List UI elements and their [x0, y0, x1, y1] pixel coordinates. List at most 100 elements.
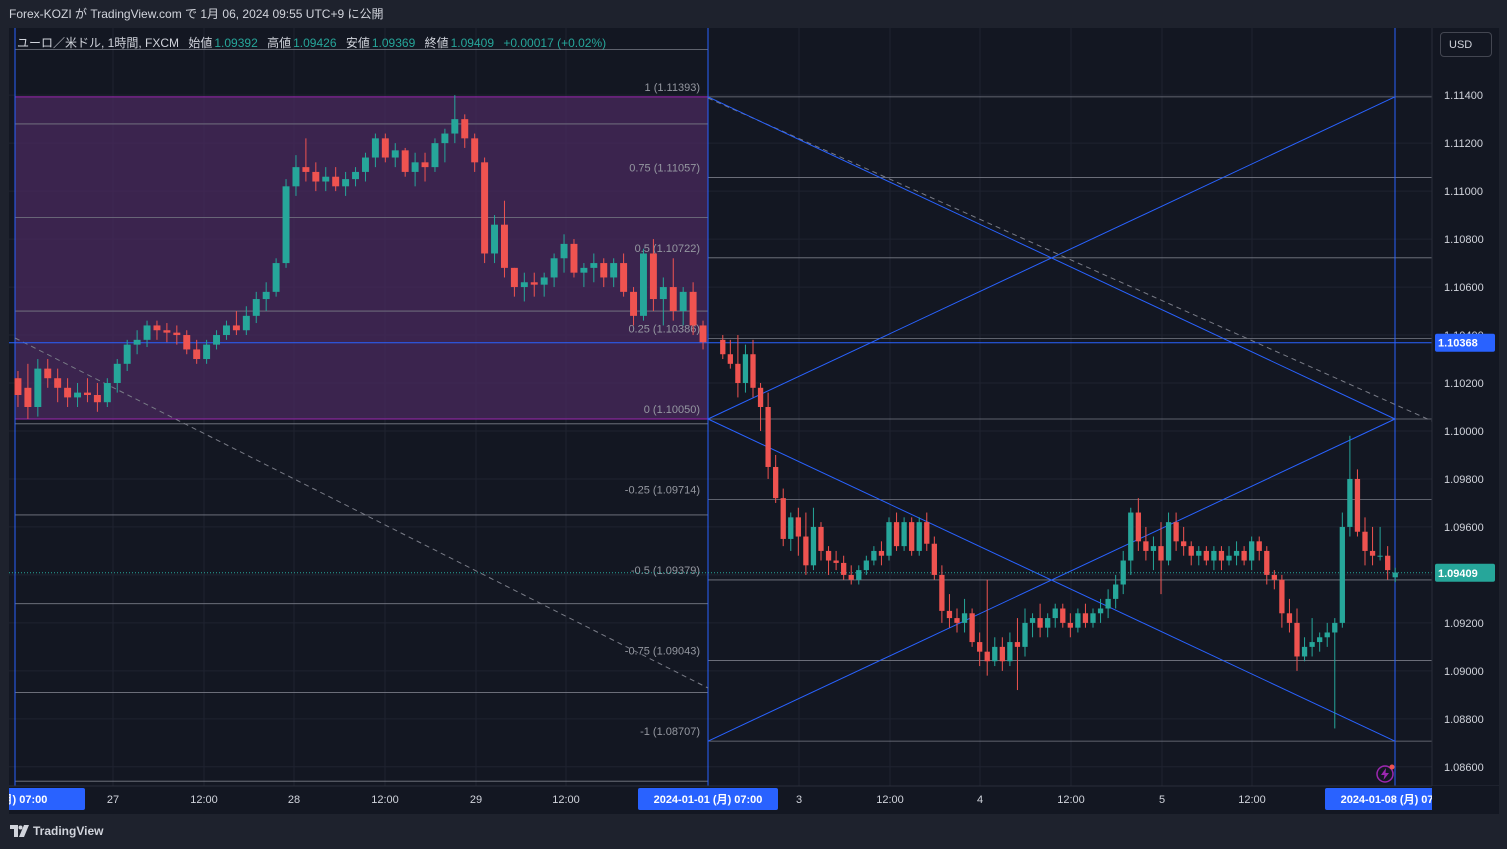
candle-week2: [1249, 541, 1255, 561]
chart-svg[interactable]: 1 (1.11393) 0.75 (1.11057) 0.5 (1.10722) 0.…: [9, 28, 1499, 814]
candle-week1: [639, 253, 647, 316]
candle-week1: [510, 267, 518, 288]
candle-week2: [1294, 622, 1300, 657]
candle-week2: [750, 354, 756, 388]
candle-week2: [1165, 522, 1172, 561]
candle-week2: [1203, 550, 1209, 561]
candle-week2: [1332, 622, 1338, 633]
candle-week2: [1067, 622, 1073, 628]
candle-week1: [441, 133, 449, 144]
candle-week2: [886, 522, 892, 556]
candle-week2: [1075, 613, 1081, 628]
candle-week1: [173, 332, 181, 336]
candle-week2: [1211, 550, 1217, 561]
candle-week1: [411, 162, 419, 172]
candle-week1: [659, 287, 667, 300]
legend-symbol: ユーロ／米ドル, 1時間, FXCM: [17, 36, 180, 50]
candle-week2: [954, 618, 960, 623]
candle-week2: [1082, 613, 1089, 623]
legend-close-value: 1.09409: [450, 36, 495, 50]
fib-level-label: -1 (1.08707): [640, 726, 700, 738]
candle-week2: [878, 550, 885, 556]
candle-week1: [630, 291, 638, 316]
fib-level-label: 0 (1.10050): [644, 404, 700, 416]
candle-week1: [74, 392, 82, 398]
candle-week2: [961, 613, 968, 623]
fib-retracement-zone: [15, 96, 708, 419]
candle-week1: [193, 349, 201, 360]
candle-week2: [1022, 622, 1028, 647]
candle-week1: [262, 291, 270, 300]
tradingview-brand: TradingView: [33, 824, 104, 838]
candle-week1: [580, 267, 588, 273]
candle-week1: [282, 186, 290, 264]
candle-week2: [1188, 546, 1194, 556]
candle-week2: [1135, 512, 1141, 542]
candle-week1: [610, 263, 618, 278]
alert-lightning-icon[interactable]: [1375, 764, 1395, 784]
candle-week1: [461, 119, 469, 139]
candle-week2: [1354, 478, 1361, 532]
candle-week2: [1279, 579, 1285, 614]
price-tick-label: 1.10200: [1444, 378, 1484, 390]
candle-week2: [939, 574, 945, 611]
legend-high-value: 1.09426: [293, 36, 337, 50]
candle-week1: [649, 253, 657, 300]
candle-week1: [163, 330, 171, 333]
candle-week1: [83, 392, 91, 396]
time-tick-label: 12:00: [1238, 794, 1266, 806]
price-label-box: [1435, 563, 1495, 582]
candle-week2: [1317, 637, 1323, 643]
candle-week1: [213, 335, 221, 345]
candle-week2: [1369, 550, 1376, 556]
currency-button[interactable]: USD: [1440, 32, 1492, 57]
chart-area[interactable]: 1 (1.11393) 0.75 (1.11057) 0.5 (1.10722) 0.…: [9, 28, 1499, 814]
candle-week2: [848, 574, 854, 580]
candle-week1: [34, 368, 42, 407]
candle-week2: [795, 517, 801, 537]
legend-change: +0.00017 (+0.02%): [503, 36, 607, 50]
candle-week2: [1128, 512, 1134, 561]
candle-week1: [530, 282, 538, 285]
candle-week2: [1181, 541, 1187, 547]
candle-week1: [689, 291, 697, 326]
candle-week2: [863, 560, 869, 571]
publish-info: Forex-KOZI が TradingView.com で 1月 06, 20…: [0, 0, 1507, 28]
footer: TradingView: [0, 814, 1507, 849]
candle-week2: [901, 522, 907, 547]
candle-week2: [765, 407, 771, 467]
price-tick-label: 1.09600: [1444, 522, 1484, 534]
candle-week2: [1120, 560, 1126, 585]
price-label-text: 1.09409: [1438, 568, 1478, 580]
candle-week2: [1173, 522, 1179, 542]
time-tick-label: 27: [107, 794, 119, 806]
candle-week1: [620, 263, 628, 292]
axis-corner: [1432, 786, 1499, 814]
candle-week1: [183, 335, 191, 350]
price-tick-label: 1.10600: [1444, 282, 1484, 294]
candle-week1: [560, 243, 568, 259]
price-axis-background: [1432, 28, 1499, 786]
candle-week1: [481, 162, 489, 254]
candle-week2: [1143, 541, 1149, 551]
candle-week2: [931, 543, 937, 575]
candle-week1: [361, 157, 369, 172]
price-tick-label: 1.08800: [1444, 714, 1484, 726]
candle-week2: [742, 354, 749, 384]
candle-week1: [222, 325, 230, 336]
legend-open-label: 始値: [188, 36, 213, 50]
candle-week1: [322, 176, 330, 182]
candle-week2: [1218, 550, 1225, 561]
legend-high-label: 高値: [267, 36, 292, 50]
candle-week2: [818, 526, 824, 551]
time-label-highlight: [9, 788, 85, 810]
legend-low-value: 1.09369: [371, 36, 416, 50]
price-tick-label: 1.10000: [1444, 426, 1484, 438]
time-tick-label: 29: [470, 794, 482, 806]
candle-week2: [1105, 598, 1111, 609]
candle-week2: [999, 646, 1005, 662]
candle-week2: [1377, 555, 1383, 557]
candle-week2: [856, 570, 862, 580]
fib-level-label: 0.5 (1.10722): [635, 243, 700, 255]
channel-line: [707, 96, 1396, 420]
